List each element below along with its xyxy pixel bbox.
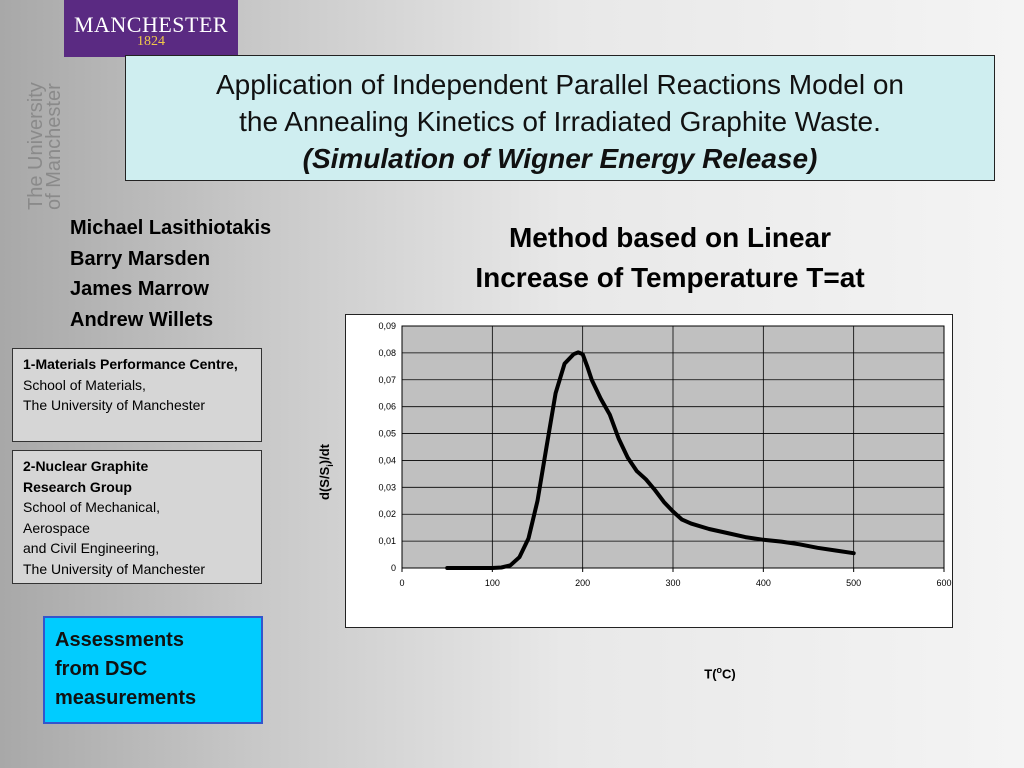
y-tick-label: 0,09 [378,321,396,331]
side-text-line1: The University [25,82,47,210]
x-tick-label: 0 [399,578,404,588]
affiliation-box-2: 2-Nuclear Graphite Research Group School… [12,450,262,584]
series-line [445,350,856,570]
y-tick-label: 0,02 [378,509,396,519]
y-tick-label: 0,03 [378,482,396,492]
author-list: Michael Lasithiotakis Barry Marsden Jame… [70,213,271,335]
affiliation-line: The University of Manchester [23,397,206,413]
logo-wordmark: MANCHESTER [73,12,229,37]
x-tick-label: 100 [485,578,500,588]
author-name: Andrew Willets [70,308,214,331]
author-name: Barry Marsden [70,247,211,270]
method-heading: Method based on Linear Increase of Tempe… [400,218,940,298]
x-tick-label: 500 [846,578,861,588]
title-line-1: Application of Independent Parallel Reac… [215,69,904,100]
affiliation-line: and Civil Engineering, [23,540,160,556]
x-tick-label: 300 [665,578,680,588]
assessment-box: Assessments from DSC measurements [43,616,263,724]
y-tick-label: 0,08 [378,348,396,358]
line-chart: 0 0,01 0,02 0,03 0,04 0,05 0,06 0,07 0,08 0,09 0 10… [378,321,951,588]
y-tick-label: 0,06 [378,402,396,412]
logo-year: 1824 [137,34,165,49]
affiliation-line: The University of Manchester [23,560,206,577]
y-tick-label: 0,01 [378,536,396,546]
affiliation-heading: 1-Materials Performance Centre, [23,356,238,372]
assessment-line: measurements [55,687,197,709]
x-tick-label: 400 [756,578,771,588]
y-tick-label: 0,07 [378,375,396,385]
x-tick-label: 600 [936,578,951,588]
affiliation-line: School of Materials, [23,376,146,393]
affiliation-heading: 2-Nuclear Graphite [23,458,149,474]
chart-frame: 0 0,01 0,02 0,03 0,04 0,05 0,06 0,07 0,08 0,09 0 10… [345,314,953,628]
assessment-line: Assessments [55,629,184,651]
y-tick-label: 0,05 [378,429,396,439]
side-text-line2: of Manchester [43,83,65,210]
title-subtitle: (Simulation of Wigner Energy Release) [302,143,818,174]
title-box: Application of Independent Parallel Reac… [125,55,995,181]
y-tick-label: 0,04 [378,455,396,465]
x-tick-label: 200 [575,578,590,588]
affiliation-heading: Research Group [23,478,132,495]
method-heading-line-2: Increase of Temperature T=at [475,262,865,293]
x-axis-label: T(oC) [704,665,736,682]
y-tick-label: 0 [391,563,396,573]
affiliation-box-1: 1-Materials Performance Centre, School o… [12,348,262,442]
affiliation-line: School of Mechanical, [23,499,160,515]
y-axis-label: d(S/Si)/dt [317,444,335,500]
title-line-2: the Annealing Kinetics of Irradiated Gra… [239,106,881,137]
university-logo: MANCHESTER 1824 [64,0,238,57]
affiliation-line: Aerospace [23,519,90,536]
author-name: Michael Lasithiotakis [70,217,272,239]
method-heading-line-1: Method based on Linear [508,222,832,253]
assessment-line: from DSC [55,658,148,680]
author-name: James Marrow [70,278,209,300]
university-side-text: The University of Manchester [22,60,66,212]
